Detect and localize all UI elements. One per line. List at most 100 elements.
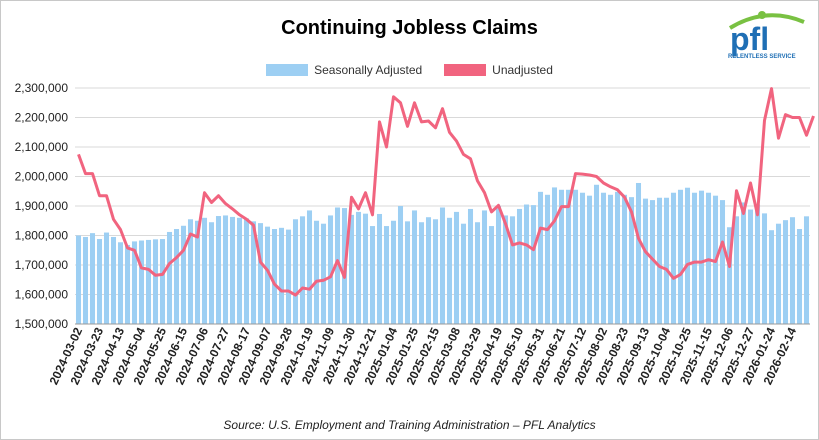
bar-seasonally-adjusted: [348, 214, 355, 324]
bar-seasonally-adjusted: [495, 206, 502, 324]
bar-seasonally-adjusted: [390, 220, 397, 324]
logo-tagline: RELENTLESS SERVICE: [728, 54, 796, 60]
bar-seasonally-adjusted: [642, 198, 649, 324]
bar-seasonally-adjusted: [411, 210, 418, 324]
bar-seasonally-adjusted: [628, 197, 635, 324]
legend-item-unadjusted[interactable]: Unadjusted: [444, 63, 553, 77]
bar-seasonally-adjusted: [565, 189, 572, 324]
bar-seasonally-adjusted: [180, 225, 187, 324]
bar-seasonally-adjusted: [313, 220, 320, 324]
bar-seasonally-adjusted: [558, 189, 565, 324]
bar-seasonally-adjusted: [264, 226, 271, 324]
bar-seasonally-adjusted: [355, 211, 362, 324]
chart-title: Continuing Jobless Claims: [281, 17, 538, 39]
legend-item-seasonally-adjusted[interactable]: Seasonally Adjusted: [266, 63, 422, 77]
y-tick-label: 1,600,000: [15, 288, 69, 302]
bar-seasonally-adjusted: [89, 233, 96, 324]
bar-seasonally-adjusted: [194, 220, 201, 324]
y-tick-label: 1,800,000: [15, 229, 69, 243]
legend: Seasonally Adjusted Unadjusted: [0, 63, 819, 77]
bar-seasonally-adjusted: [439, 207, 446, 324]
bar-seasonally-adjusted: [467, 208, 474, 324]
bar-seasonally-adjusted: [460, 223, 467, 324]
bar-seasonally-adjusted: [586, 195, 593, 324]
bar-seasonally-adjusted: [733, 216, 740, 324]
bar-seasonally-adjusted: [187, 219, 194, 324]
bar-seasonally-adjusted: [621, 194, 628, 324]
bar-seasonally-adjusted: [306, 210, 313, 324]
bar-seasonally-adjusted: [593, 184, 600, 324]
bar-seasonally-adjusted: [124, 244, 131, 324]
bar-seasonally-adjusted: [96, 239, 103, 324]
bar-seasonally-adjusted: [362, 213, 369, 324]
bar-seasonally-adjusted: [768, 230, 775, 324]
bar-seasonally-adjusted: [754, 204, 761, 324]
bar-seasonally-adjusted: [789, 217, 796, 324]
bar-seasonally-adjusted: [488, 226, 495, 324]
bar-seasonally-adjusted: [607, 194, 614, 324]
bar-seasonally-adjusted: [481, 210, 488, 324]
bar-seasonally-adjusted: [131, 241, 138, 324]
bar-seasonally-adjusted: [453, 211, 460, 324]
bar-seasonally-adjusted: [257, 223, 264, 324]
bar-seasonally-adjusted: [418, 222, 425, 324]
pfl-logo: pfl RELENTLESS SERVICE: [728, 11, 805, 60]
bar-seasonally-adjusted: [250, 221, 257, 324]
bar-seasonally-adjusted: [299, 216, 306, 324]
bar-seasonally-adjusted: [404, 221, 411, 324]
bar-seasonally-adjusted: [75, 235, 82, 324]
bar-seasonally-adjusted: [425, 217, 432, 324]
bar-seasonally-adjusted: [684, 187, 691, 324]
bar-seasonally-adjusted: [544, 194, 551, 324]
bar-seasonally-adjusted: [236, 217, 243, 324]
bar-seasonally-adjusted: [747, 209, 754, 324]
bar-seasonally-adjusted: [229, 216, 236, 324]
y-tick-label: 2,000,000: [15, 170, 69, 184]
bar-seasonally-adjusted: [782, 220, 789, 324]
bar-seasonally-adjusted: [383, 226, 390, 324]
bar-seasonally-adjusted: [320, 223, 327, 324]
logo-swoosh: [728, 13, 805, 30]
bar-seasonally-adjusted: [551, 187, 558, 324]
bar-seasonally-adjusted: [670, 192, 677, 324]
bar-seasonally-adjusted: [446, 217, 453, 324]
bar-seasonally-adjusted: [285, 229, 292, 324]
logo-text: pfl: [730, 21, 769, 57]
bar-seasonally-adjusted: [502, 215, 509, 324]
bar-seasonally-adjusted: [726, 227, 733, 324]
bar-seasonally-adjusted: [208, 222, 215, 324]
bar-seasonally-adjusted: [432, 219, 439, 324]
bar-seasonally-adjusted: [796, 229, 803, 324]
y-tick-label: 1,700,000: [15, 258, 69, 272]
legend-label-sa: Seasonally Adjusted: [314, 63, 423, 77]
bar-seasonally-adjusted: [649, 200, 656, 324]
bar-seasonally-adjusted: [523, 204, 530, 324]
logo-dot: [758, 11, 766, 19]
bar-seasonally-adjusted: [215, 216, 222, 324]
y-tick-label: 2,300,000: [15, 81, 69, 95]
bar-seasonally-adjusted: [691, 192, 698, 324]
bar-seasonally-adjusted: [509, 216, 516, 324]
y-tick-label: 1,500,000: [15, 317, 69, 331]
legend-swatch-sa: [266, 64, 309, 76]
bar-seasonally-adjusted: [775, 223, 782, 324]
bar-seasonally-adjusted: [278, 227, 285, 324]
bar-seasonally-adjusted: [166, 231, 173, 324]
bar-seasonally-adjusted: [663, 197, 670, 324]
bar-seasonally-adjusted: [516, 208, 523, 324]
bar-seasonally-adjusted: [635, 182, 642, 324]
bar-seasonally-adjusted: [222, 215, 229, 324]
bar-seasonally-adjusted: [803, 216, 810, 324]
bar-seasonally-adjusted: [138, 240, 145, 324]
y-tick-label: 1,900,000: [15, 199, 69, 213]
bar-seasonally-adjusted: [600, 192, 607, 324]
bar-seasonally-adjusted: [656, 197, 663, 324]
bar-seasonally-adjusted: [376, 213, 383, 324]
bar-seasonally-adjusted: [271, 229, 278, 324]
bar-seasonally-adjusted: [698, 190, 705, 324]
bar-seasonally-adjusted: [719, 200, 726, 324]
bar-seasonally-adjusted: [159, 239, 166, 324]
bar-seasonally-adjusted: [82, 236, 89, 324]
bar-seasonally-adjusted: [537, 191, 544, 324]
